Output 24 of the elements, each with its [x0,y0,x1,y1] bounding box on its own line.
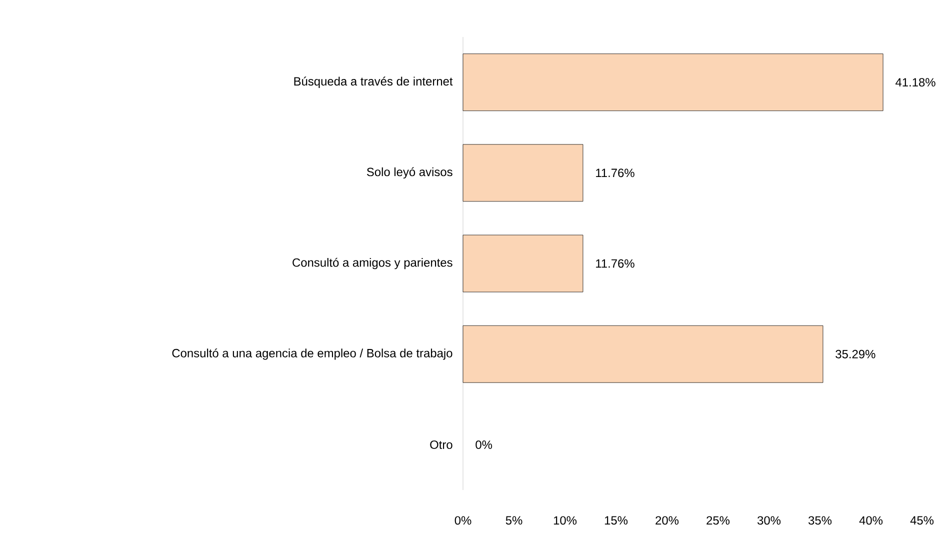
bar [462,54,884,112]
x-tick-label: 10% [554,516,577,525]
x-tick-label: 20% [656,516,679,525]
x-tick-label: 40% [859,516,883,525]
bar [462,234,584,292]
y-tick-label: Consultó a una agencia de empleo / Bolsa de trabajo [172,348,452,360]
bar [462,144,584,202]
data-label: 35.29% [836,350,876,358]
y-tick-label: Otro [430,440,452,449]
y-tick-label: Solo leyó avisos [366,167,452,179]
data-label: 11.76% [596,168,634,178]
y-tick-label: Consultó a amigos y parientes [292,258,452,270]
x-tick-label: 45% [910,516,934,525]
x-tick-label: 15% [604,516,628,525]
data-label: 41.18% [896,78,936,87]
y-tick-label: Búsqueda a través de internet [294,76,453,88]
x-tick-label: 35% [808,516,832,525]
bar [462,325,824,383]
x-tick-label: 25% [706,516,730,525]
x-tick-label: 0% [454,516,472,525]
data-label: 11.76% [596,259,634,268]
data-label: 0% [476,440,492,449]
x-tick-label: 5% [506,516,522,525]
x-tick-label: 30% [757,516,781,525]
